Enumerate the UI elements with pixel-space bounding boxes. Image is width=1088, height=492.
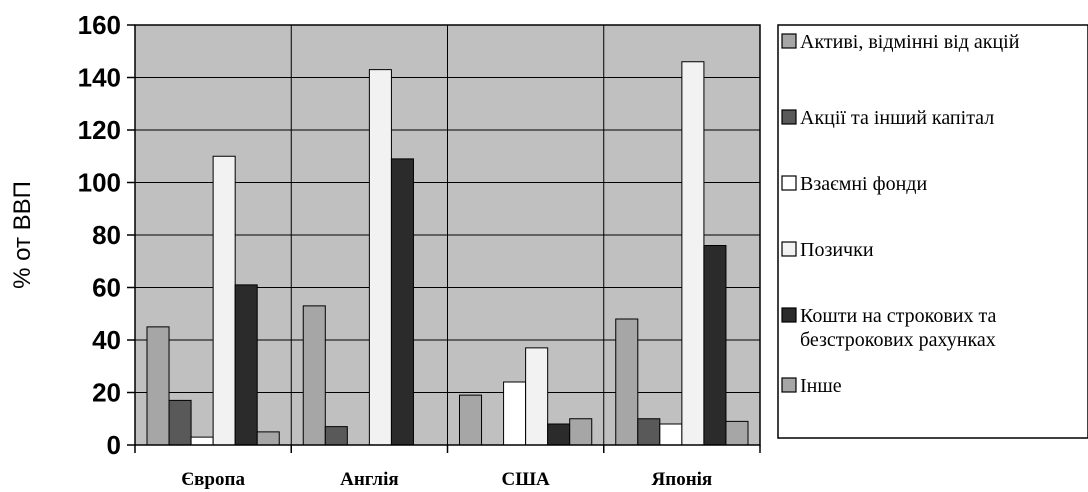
bar [234,284,258,446]
bar [525,347,549,446]
legend-swatch [781,377,797,393]
bar [368,69,392,446]
x-tick-labels: Європа Англія США Японія [181,469,712,490]
legend-label: Активі, відмінні від акцій [800,31,1020,53]
bar [168,399,192,446]
bar [212,155,236,446]
bar [703,245,727,446]
legend-swatch [781,33,797,49]
bar [569,418,593,446]
legend-swatch [781,307,797,323]
bar [190,436,214,446]
y-tick-label: 120 [78,115,121,145]
bar [615,318,639,446]
bar [459,394,483,446]
y-tick-label: 100 [78,168,121,198]
y-tick-label: 40 [92,325,121,355]
bar [659,423,683,446]
bar [503,381,527,446]
legend-swatch [781,175,797,191]
y-tick-label: 20 [92,378,121,408]
legend-label: Позички [800,239,874,261]
bar [256,431,280,446]
bars [146,61,749,446]
x-tick-label: США [501,469,550,490]
bar [637,418,661,446]
legend-swatch [781,109,797,125]
bar [302,305,326,446]
y-tick-labels: 0 20 40 60 80 100 120 140 160 [78,10,121,460]
legend-swatch [781,241,797,257]
legend-label: Інше [800,375,842,397]
bar [390,158,414,446]
x-tick-label: Європа [181,469,245,490]
bar [324,426,348,446]
bar [725,420,749,446]
y-tick-label: 80 [92,220,121,250]
bar [547,423,571,446]
x-tick-label: Японія [652,469,713,490]
legend-label: безстрокових рахунках [800,329,996,351]
legend-box [777,24,1088,439]
y-tick-label: 140 [78,63,121,93]
y-axis-label: % от ВВП [9,181,36,289]
y-tick-label: 160 [78,10,121,40]
x-tick-label: Англія [340,469,399,490]
bar [146,326,170,446]
legend-label: Акції та інший капітал [800,107,994,129]
y-tick-label: 60 [92,273,121,303]
axes [127,24,761,453]
legend-label: Взаємні фонди [800,173,927,195]
legend: Активі, відмінні від акцій Акції та інший… [777,24,1088,439]
y-tick-label: 0 [107,430,121,460]
bar [681,61,705,446]
legend-label: Кошти на строкових та [800,305,996,327]
